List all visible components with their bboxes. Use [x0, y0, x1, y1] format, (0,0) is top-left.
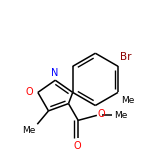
Text: O: O [25, 87, 33, 97]
Text: Me: Me [114, 111, 128, 120]
Text: O: O [73, 141, 81, 151]
Text: Br: Br [120, 52, 131, 62]
Text: N: N [51, 68, 58, 78]
Text: O: O [98, 109, 105, 119]
Text: Me: Me [121, 96, 134, 105]
Text: Me: Me [22, 126, 35, 135]
